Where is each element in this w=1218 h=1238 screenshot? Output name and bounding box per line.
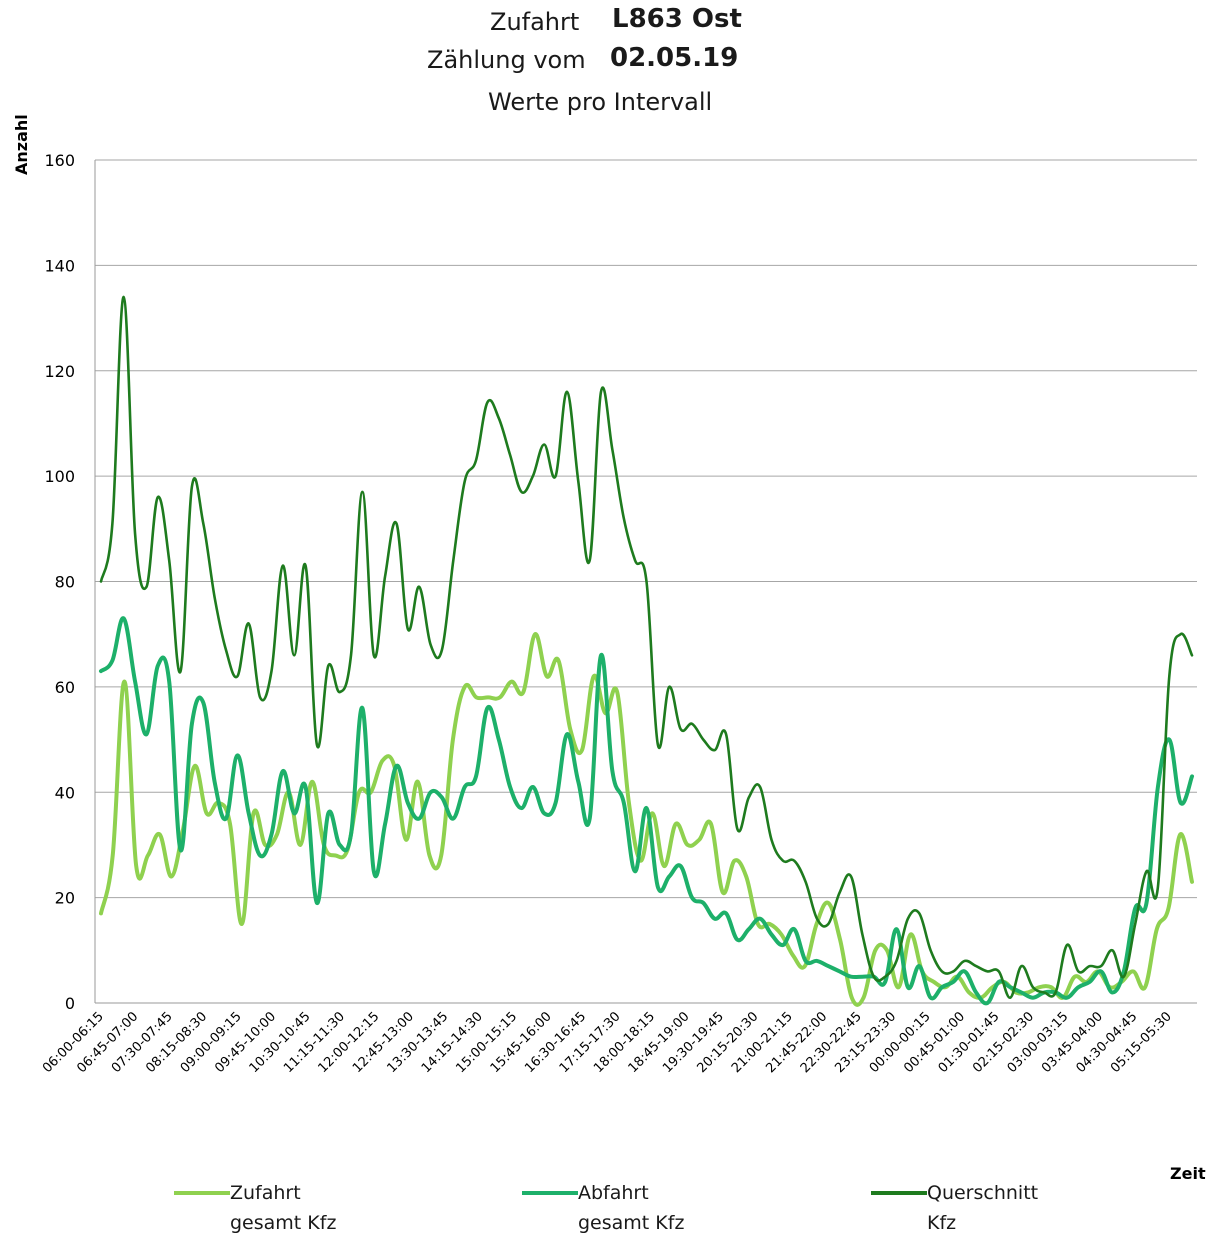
y-tick-label: 20 — [55, 889, 75, 908]
series-line-abfahrt — [99, 616, 1194, 1006]
series-line-zufahrt — [99, 632, 1194, 1007]
y-tick-label: 160 — [44, 151, 75, 170]
y-tick-label: 60 — [55, 678, 75, 697]
y-tick-label: 100 — [44, 467, 75, 486]
legend-label-abfahrt: Abfahrt gesamt Kfz — [578, 1182, 685, 1234]
legend-swatch-querschnitt — [871, 1191, 927, 1195]
legend-item-querschnitt: Querschnitt Kfz — [871, 1178, 1131, 1238]
legend-label-zufahrt: Zufahrt gesamt Kfz — [230, 1182, 337, 1234]
y-axis-title: Anzahl — [12, 114, 31, 175]
legend-swatch-abfahrt — [522, 1191, 578, 1195]
x-tick-label: 05:15-05:30 — [1108, 1009, 1175, 1076]
y-tick-label: 140 — [44, 256, 75, 275]
header-value-date: 02.05.19 — [610, 43, 739, 73]
y-tick-label: 0 — [65, 994, 75, 1013]
header-label-zufahrt: Zufahrt — [490, 8, 580, 36]
x-tick-labels: 06:00-06:1506:45-07:0007:30-07:4508:15-0… — [40, 1009, 1175, 1076]
series-lines — [99, 295, 1194, 1007]
y-tick-label: 120 — [44, 362, 75, 381]
y-tick-label: 80 — [55, 573, 75, 592]
grid-lines — [94, 159, 1197, 1004]
chart-subtitle: Werte pro Intervall — [488, 88, 713, 116]
legend-item-abfahrt: Abfahrt gesamt Kfz — [522, 1178, 782, 1238]
x-axis-title: Zeit — [1170, 1164, 1206, 1183]
legend-label-querschnitt: Querschnitt Kfz — [927, 1182, 1039, 1234]
series-line-querschnitt — [99, 295, 1194, 1000]
y-tick-label: 40 — [55, 783, 75, 802]
legend-item-zufahrt: Zufahrt gesamt Kfz — [174, 1178, 434, 1238]
header-value-location: L863 Ost — [612, 4, 742, 34]
header-label-date: Zählung vom — [427, 46, 586, 74]
legend-swatch-zufahrt — [174, 1191, 230, 1195]
y-tick-labels: 0 20 40 60 80 100 120 140 160 — [44, 151, 75, 1013]
